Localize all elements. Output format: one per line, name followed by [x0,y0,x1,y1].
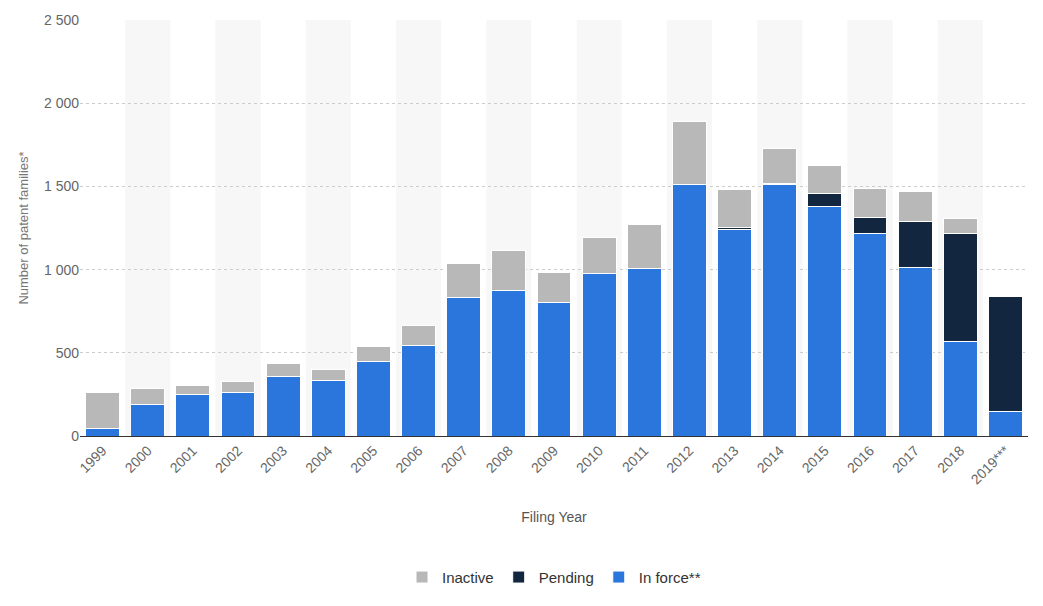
svg-text:2019***: 2019*** [968,442,1013,487]
svg-text:2001: 2001 [167,442,200,475]
svg-text:1 500: 1 500 [44,178,79,194]
svg-text:Filing Year: Filing Year [521,509,587,525]
svg-text:2005: 2005 [347,442,380,475]
svg-text:Inactive: Inactive [442,569,494,586]
svg-text:2 000: 2 000 [44,95,79,111]
svg-text:2000: 2000 [121,442,154,475]
svg-text:1 000: 1 000 [44,262,79,278]
svg-text:2017: 2017 [889,442,922,475]
svg-text:2009: 2009 [528,442,561,475]
svg-text:2007: 2007 [437,442,470,475]
svg-text:1999: 1999 [76,442,109,475]
svg-text:2011: 2011 [619,442,652,475]
svg-text:0: 0 [71,428,79,444]
svg-text:2010: 2010 [573,442,606,475]
svg-text:500: 500 [56,345,80,361]
svg-text:2015: 2015 [799,442,832,475]
svg-text:Pending: Pending [539,569,594,586]
svg-text:In force**: In force** [639,569,701,586]
svg-text:2016: 2016 [844,442,877,475]
svg-text:2012: 2012 [663,442,696,475]
svg-text:Number of patent families*: Number of patent families* [16,151,31,304]
svg-text:2014: 2014 [753,442,786,475]
svg-text:2 500: 2 500 [44,12,79,28]
svg-text:2013: 2013 [708,442,741,475]
svg-text:2008: 2008 [483,442,516,475]
svg-text:2004: 2004 [302,442,335,475]
svg-text:2003: 2003 [257,442,290,475]
svg-text:2018: 2018 [934,442,967,475]
svg-text:2002: 2002 [212,442,245,475]
svg-text:2006: 2006 [392,442,425,475]
